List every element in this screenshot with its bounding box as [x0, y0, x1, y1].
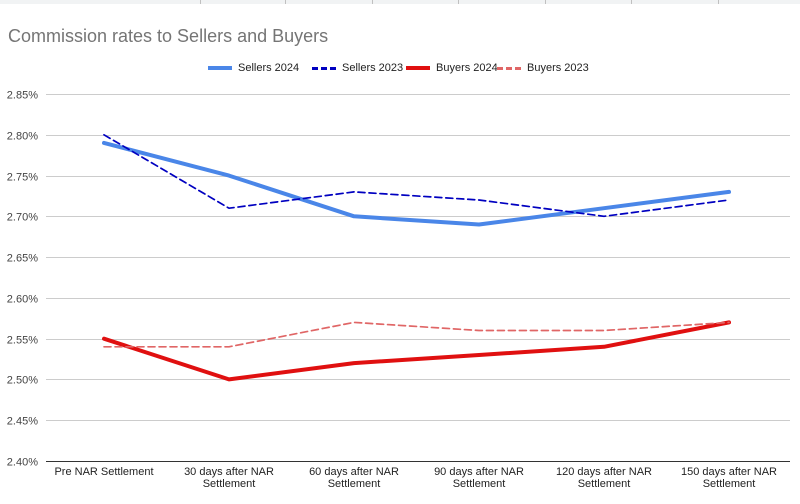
series-line-buyers-2024: [102, 320, 731, 382]
chart-title: Commission rates to Sellers and Buyers: [8, 26, 329, 46]
x-tick-label: Settlement: [703, 478, 756, 490]
y-tick-label: 2.75%: [7, 172, 38, 184]
x-tick-label: Settlement: [453, 478, 506, 490]
series-line-sellers-2024: [102, 140, 731, 227]
sheet-top-strip: [0, 0, 800, 4]
y-tick-label: 2.50%: [7, 375, 38, 387]
x-tick-label: Settlement: [203, 478, 256, 490]
legend-swatch: [406, 66, 430, 70]
legend-label: Sellers 2024: [238, 62, 300, 74]
y-tick-label: 2.70%: [7, 212, 38, 224]
legend-item: Sellers 2023: [312, 60, 403, 76]
series-line-buyers-2023: [103, 321, 730, 348]
x-tick-label: Settlement: [328, 478, 381, 490]
y-tick-label: 2.55%: [7, 335, 38, 347]
y-tick-label: 2.80%: [7, 131, 38, 143]
legend-label: Buyers 2024: [436, 62, 498, 74]
y-tick-label: 2.60%: [7, 294, 38, 306]
legend-swatch: [312, 66, 336, 70]
y-tick-label: 2.85%: [7, 90, 38, 102]
legend-label: Buyers 2023: [527, 62, 589, 74]
legend-swatch: [497, 66, 521, 70]
x-tick-label: 90 days after NAR: [434, 466, 524, 478]
y-tick-label: 2.45%: [7, 416, 38, 428]
y-tick-label: 2.65%: [7, 253, 38, 265]
series-line-sellers-2023: [103, 133, 730, 218]
legend-item: Buyers 2024: [406, 60, 498, 76]
legend-label: Sellers 2023: [342, 62, 404, 74]
x-tick-label: 60 days after NAR: [309, 466, 399, 478]
legend-item: Buyers 2023: [497, 60, 589, 76]
x-tick-label: 150 days after NAR: [681, 466, 777, 478]
legend-swatch: [208, 66, 232, 70]
x-tick-label: 30 days after NAR: [184, 466, 274, 478]
x-tick-label: 120 days after NAR: [556, 466, 652, 478]
chart-legend: Sellers 2024 Sellers 2023 Buyers 2024 Buyer…: [0, 60, 800, 76]
legend-item: Sellers 2024: [208, 60, 299, 76]
x-tick-label: Pre NAR Settlement: [54, 466, 153, 478]
x-tick-label: Settlement: [578, 478, 631, 490]
y-tick-label: 2.40%: [7, 457, 38, 469]
